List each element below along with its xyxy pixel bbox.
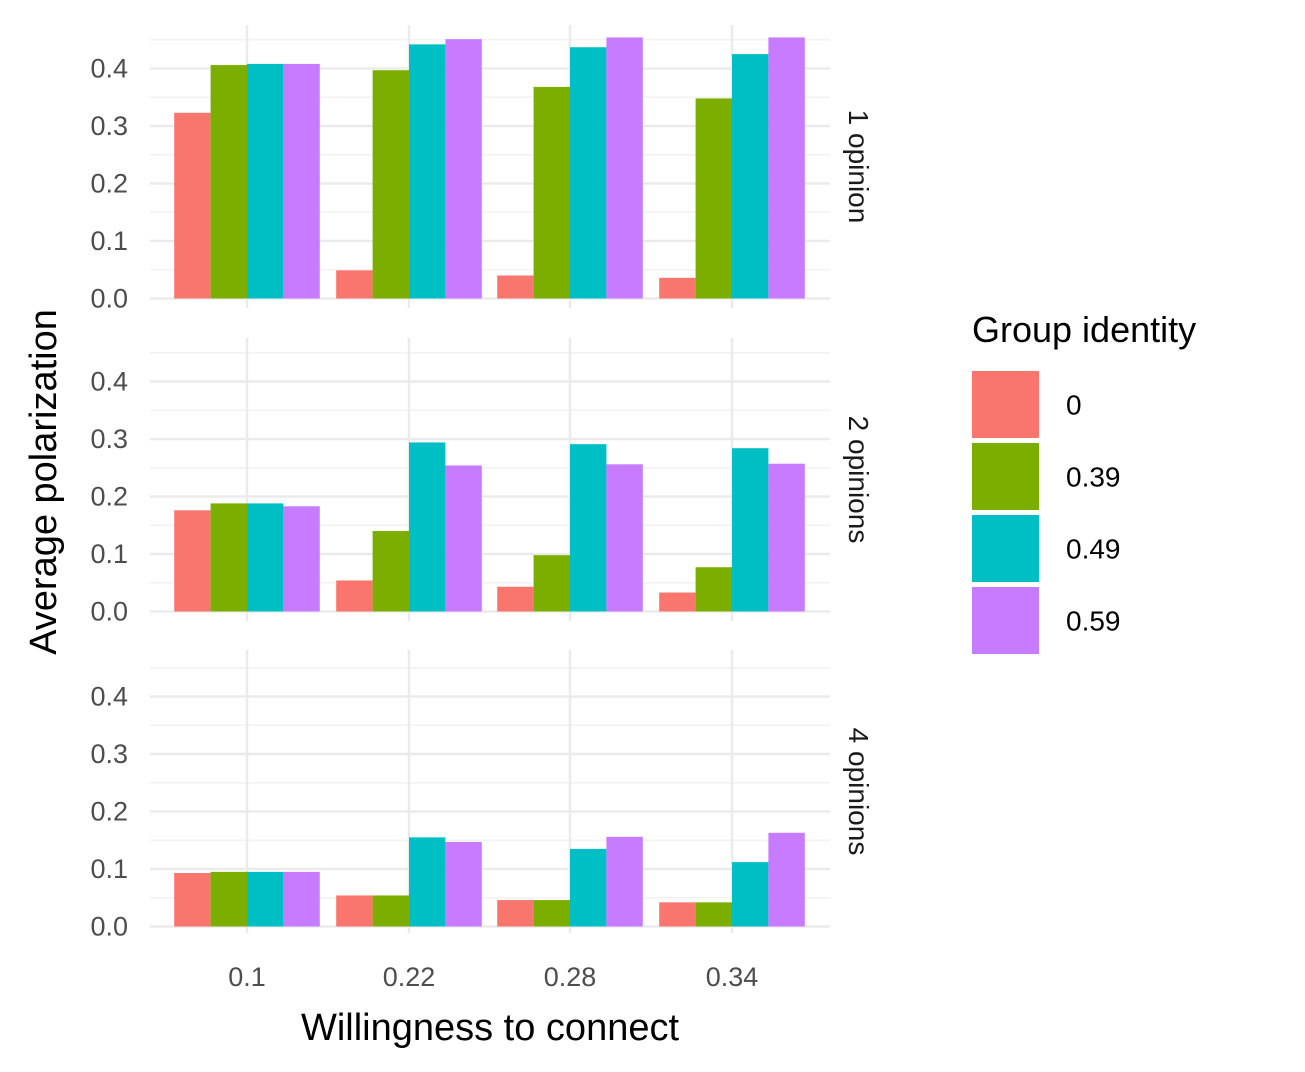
y-axis-title: Average polarization (23, 309, 65, 655)
legend-entries: 0 0.39 0.49 0.59 (972, 371, 1121, 654)
bar (768, 463, 805, 612)
legend-label: 0.59 (1066, 606, 1121, 637)
bar (606, 836, 643, 927)
bar (409, 44, 446, 299)
bar (570, 848, 607, 927)
bar (247, 63, 284, 299)
x-tick-label: 0.1 (228, 962, 266, 992)
bar (732, 862, 769, 927)
y-tick-label: 0.1 (90, 226, 128, 256)
bar (247, 871, 284, 927)
bar (695, 567, 732, 612)
bar (409, 837, 446, 927)
y-tick-label: 0.4 (90, 54, 128, 84)
y-tick-label: 0.1 (90, 539, 128, 569)
bar (336, 580, 373, 612)
bar (247, 503, 284, 612)
bar (336, 895, 373, 927)
bar (210, 503, 247, 612)
bar (659, 902, 696, 927)
legend-key (972, 587, 1039, 654)
bar (533, 86, 570, 299)
y-tick-label: 0.3 (90, 739, 128, 769)
bar (174, 112, 211, 299)
y-tick-label: 0.4 (90, 682, 128, 712)
y-tick-label: 0.1 (90, 854, 128, 884)
y-tick-label: 0.3 (90, 424, 128, 454)
x-tick-label: 0.22 (383, 962, 436, 992)
bar (409, 442, 446, 612)
bar (210, 65, 247, 299)
y-tick-label: 0.3 (90, 111, 128, 141)
bar (533, 900, 570, 927)
y-tick-labels: 0.0 0.1 0.2 0.3 0.4 0.0 0.1 0.2 0.3 0.4 0.0 0.1 0.2 0… (90, 54, 128, 942)
bar (174, 510, 211, 612)
bar (372, 531, 409, 612)
legend-key (972, 515, 1039, 582)
legend: Group identity 0 0.39 0.49 0.59 (972, 309, 1196, 654)
y-tick-label: 0.0 (90, 284, 128, 314)
bars (174, 37, 805, 927)
facet-strip-labels: 1 opinion 2 opinions 4 opinions (843, 110, 874, 856)
bar (497, 275, 534, 299)
bar (659, 277, 696, 299)
bar (732, 448, 769, 612)
bar (732, 54, 769, 299)
bar (533, 555, 570, 612)
bar (768, 37, 805, 299)
bar (174, 873, 211, 927)
bar (570, 444, 607, 612)
y-tick-label: 0.2 (90, 482, 128, 512)
bar (445, 39, 482, 299)
bar (497, 586, 534, 612)
legend-label: 0 (1066, 390, 1082, 421)
legend-key (972, 371, 1039, 438)
facet-strip-label: 1 opinion (843, 110, 874, 224)
bar (445, 465, 482, 612)
bar (372, 895, 409, 927)
x-tick-label: 0.34 (706, 962, 759, 992)
bar (606, 37, 643, 299)
bar (497, 900, 534, 927)
legend-label: 0.39 (1066, 462, 1121, 493)
y-tick-label: 0.0 (90, 597, 128, 627)
bar (445, 841, 482, 927)
y-tick-label: 0.4 (90, 367, 128, 397)
bar (768, 832, 805, 927)
facet-strip-label: 2 opinions (843, 416, 874, 544)
legend-label: 0.49 (1066, 534, 1121, 565)
x-axis-title: Willingness to connect (301, 1007, 680, 1049)
bar (336, 270, 373, 299)
y-tick-label: 0.0 (90, 912, 128, 942)
y-tick-label: 0.2 (90, 169, 128, 199)
x-tick-label: 0.28 (544, 962, 597, 992)
bar (283, 63, 320, 299)
bar (570, 47, 607, 299)
bar (210, 871, 247, 927)
legend-key (972, 443, 1039, 510)
bar (283, 506, 320, 612)
facet-strip-label: 4 opinions (843, 728, 874, 856)
bar (695, 98, 732, 299)
bar (606, 464, 643, 612)
bar (283, 871, 320, 927)
legend-title: Group identity (972, 309, 1196, 350)
bar (372, 70, 409, 299)
y-tick-label: 0.2 (90, 797, 128, 827)
x-tick-labels: 0.1 0.22 0.28 0.34 (228, 962, 758, 992)
bar (695, 902, 732, 927)
bar (659, 592, 696, 612)
